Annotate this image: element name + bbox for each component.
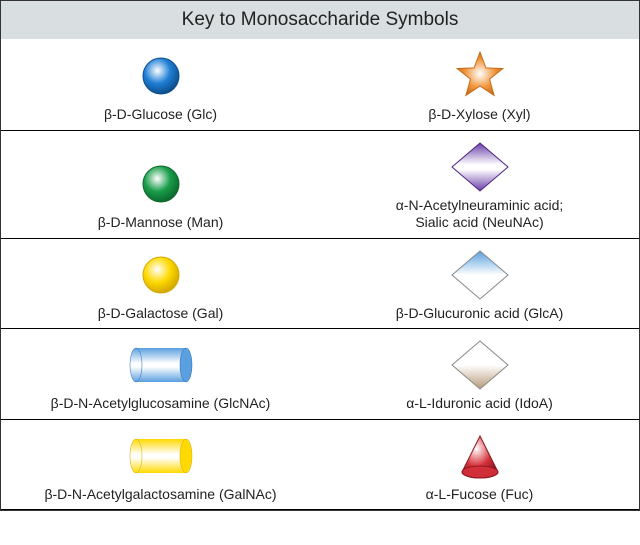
circle-icon — [139, 249, 183, 301]
symbol-label: β-D-Xylose (Xyl) — [428, 106, 530, 124]
symbol-cell: β-D-N-Acetylgalactosamine (GalNAc) — [1, 420, 320, 510]
symbol-label: β-D-N-Acetylgalactosamine (GalNAc) — [44, 486, 276, 504]
symbol-cell: β-D-Galactose (Gal) — [1, 239, 320, 329]
symbol-cell: β-D-N-Acetylglucosamine (GlcNAc) — [1, 329, 320, 419]
grid-row: β-D-Mannose (Man) α-N-Acetylneuraminic a… — [1, 131, 639, 239]
symbol-label: β-D-Glucose (Glc) — [104, 106, 217, 124]
circle-icon — [139, 158, 183, 210]
symbol-cell: α-L-Iduronic acid (IdoA) — [320, 329, 639, 419]
cylinder-icon — [128, 339, 194, 391]
symbol-label: α-L-Fucose (Fuc) — [426, 486, 534, 504]
diamond-icon — [450, 141, 510, 193]
symbol-cell: β-D-Mannose (Man) — [1, 131, 320, 238]
star-icon — [452, 50, 508, 102]
grid-row: β-D-Galactose (Gal) β-D-Glucuronic acid … — [1, 239, 639, 330]
symbol-label: β-D-N-Acetylglucosamine (GlcNAc) — [51, 395, 271, 413]
symbol-label: α-L-Iduronic acid (IdoA) — [406, 395, 553, 413]
symbol-cell: β-D-Xylose (Xyl) — [320, 40, 639, 130]
circle-icon — [139, 50, 183, 102]
grid-row: β-D-N-Acetylglucosamine (GlcNAc) α-L-Idu… — [1, 329, 639, 420]
symbol-cell: β-D-Glucose (Glc) — [1, 40, 320, 130]
diamond-icon — [450, 249, 510, 301]
cone-icon — [458, 430, 502, 482]
cylinder-icon — [128, 430, 194, 482]
symbol-cell: α-N-Acetylneuraminic acid;Sialic acid (N… — [320, 131, 639, 238]
symbol-label: β-D-Glucuronic acid (GlcA) — [396, 305, 564, 323]
symbol-cell: β-D-Glucuronic acid (GlcA) — [320, 239, 639, 329]
grid-row: β-D-Glucose (Glc) β-D-Xylose (Xyl) — [1, 40, 639, 131]
symbol-label: β-D-Galactose (Gal) — [98, 305, 224, 323]
panel-title: Key to Monosaccharide Symbols — [1, 1, 639, 40]
symbol-label: β-D-Mannose (Man) — [98, 214, 224, 232]
grid-row: β-D-N-Acetylgalactosamine (GalNAc) α-L-F… — [1, 420, 639, 511]
symbol-label: α-N-Acetylneuraminic acid;Sialic acid (N… — [396, 197, 564, 232]
symbol-grid: β-D-Glucose (Glc) β-D-Xylose (Xyl) β-D-M… — [1, 40, 639, 510]
symbol-key-panel: Key to Monosaccharide Symbols β-D-Glucos… — [0, 0, 640, 511]
diamond-icon — [450, 339, 510, 391]
symbol-cell: α-L-Fucose (Fuc) — [320, 420, 639, 510]
